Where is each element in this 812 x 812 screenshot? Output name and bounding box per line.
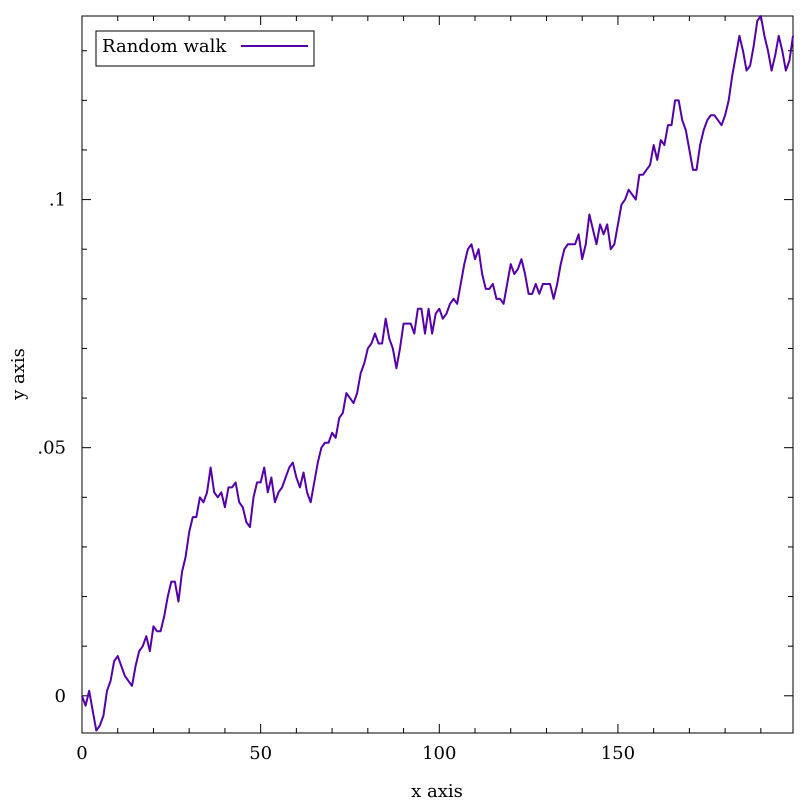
series-line-random-walk <box>81 15 794 732</box>
x-tick-label: 150 <box>601 743 635 764</box>
axis-ticks <box>81 16 793 733</box>
x-tick-label: 0 <box>76 743 87 764</box>
legend: Random walk <box>95 30 315 67</box>
plot-area-frame <box>81 15 794 734</box>
x-tick-label: 100 <box>422 743 456 764</box>
legend-box <box>95 30 315 67</box>
y-tick-label: .05 <box>37 438 66 459</box>
y-axis-label: y axis <box>8 348 29 401</box>
legend-label: Random walk <box>102 36 227 57</box>
y-tick-label: 0 <box>55 686 66 707</box>
y-tick-label: .1 <box>49 190 66 211</box>
x-tick-label: 50 <box>249 743 272 764</box>
tick-labels: 0 50 100 150 0 .05 .1 <box>37 190 635 764</box>
x-axis-label: x axis <box>411 781 463 802</box>
